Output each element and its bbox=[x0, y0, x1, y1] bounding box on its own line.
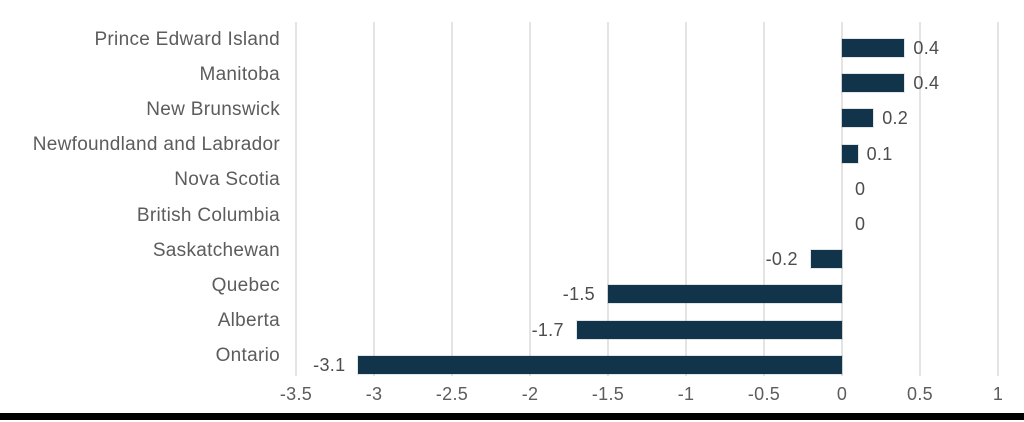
x-tick-label: -2.5 bbox=[435, 384, 469, 404]
x-tick-label: -2 bbox=[521, 384, 539, 404]
gridline bbox=[763, 22, 765, 376]
category-label: Prince Edward Island bbox=[94, 28, 280, 50]
x-tick-label: 0 bbox=[836, 384, 848, 404]
value-label: 0 bbox=[855, 178, 866, 199]
bar bbox=[842, 109, 874, 128]
value-label: -0.2 bbox=[765, 249, 798, 270]
value-label: 0.4 bbox=[913, 73, 940, 94]
bar bbox=[842, 39, 905, 57]
x-tick-label: -3 bbox=[365, 384, 383, 404]
category-label: Newfoundland and Labrador bbox=[32, 134, 280, 156]
value-label: -1.7 bbox=[531, 319, 564, 340]
category-label: Alberta bbox=[217, 310, 280, 332]
category-label: Nova Scotia bbox=[174, 169, 280, 191]
category-label: Ontario bbox=[215, 345, 280, 367]
x-tick-label: -1.5 bbox=[591, 384, 625, 404]
category-label: Quebec bbox=[211, 274, 280, 296]
category-label: British Columbia bbox=[136, 204, 280, 226]
category-label: Manitoba bbox=[199, 63, 280, 85]
gridline bbox=[607, 22, 609, 376]
value-label: -3.1 bbox=[313, 354, 346, 375]
bar bbox=[358, 355, 842, 374]
category-label: New Brunswick bbox=[146, 98, 280, 120]
value-label: 0.4 bbox=[913, 38, 940, 58]
bottom-rule bbox=[0, 413, 1024, 420]
gridline bbox=[919, 22, 921, 376]
gridline bbox=[529, 22, 531, 376]
bar bbox=[842, 74, 905, 93]
bar bbox=[608, 285, 842, 304]
x-tick-label: -1 bbox=[677, 384, 695, 404]
x-tick-label: 1 bbox=[992, 384, 1004, 404]
x-tick-label: 0.5 bbox=[907, 384, 933, 404]
x-tick-label: -0.5 bbox=[747, 384, 781, 404]
bar bbox=[576, 320, 842, 339]
gridline bbox=[841, 22, 843, 376]
gridline bbox=[997, 22, 999, 376]
gridline bbox=[685, 22, 687, 376]
gridline bbox=[451, 22, 453, 376]
bar bbox=[810, 250, 842, 269]
value-label: 0 bbox=[855, 214, 866, 234]
gridline bbox=[373, 22, 375, 376]
gridline bbox=[295, 22, 297, 376]
value-label: 0.2 bbox=[882, 108, 909, 129]
x-tick-label: -3.5 bbox=[279, 384, 313, 404]
bar bbox=[842, 144, 858, 163]
value-label: -1.5 bbox=[562, 284, 595, 305]
category-label: Saskatchewan bbox=[152, 239, 280, 261]
value-label: 0.1 bbox=[866, 143, 893, 164]
